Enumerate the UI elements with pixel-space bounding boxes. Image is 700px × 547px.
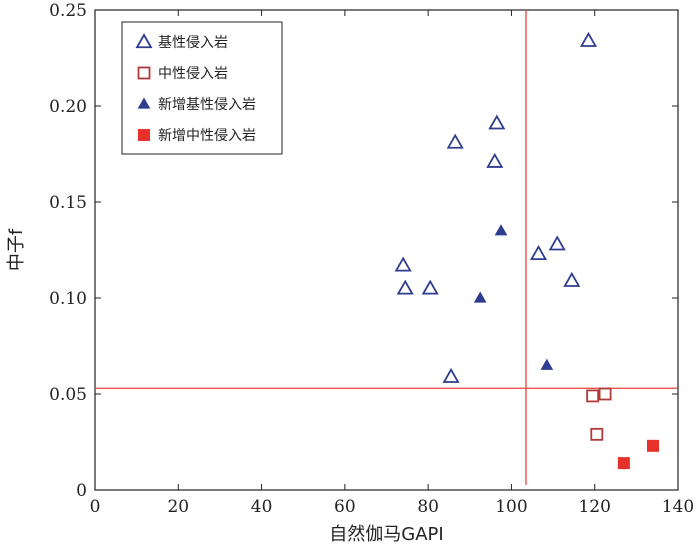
x-tick-label: 120 (578, 497, 610, 517)
plot-frame (94, 9, 679, 491)
y-tick-label: 0.20 (49, 97, 87, 117)
legend-marker (137, 97, 151, 109)
reference-lines (95, 10, 678, 485)
y-tick-label: 0.25 (49, 1, 87, 21)
x-tick-label: 140 (662, 497, 694, 517)
y-tick-label: 0 (76, 481, 87, 501)
data-points (394, 31, 660, 470)
series-1 (394, 31, 598, 383)
legend-marker (137, 66, 151, 80)
data-point (446, 133, 464, 149)
data-point (598, 387, 612, 401)
data-point (590, 427, 604, 441)
x-tick-label: 60 (334, 497, 356, 517)
plot-area (94, 9, 679, 491)
data-point (488, 114, 506, 130)
data-point (563, 271, 581, 287)
data-point (396, 279, 414, 295)
data-point (586, 389, 600, 403)
y-tick-label: 0.10 (49, 289, 87, 309)
series-3 (473, 224, 554, 370)
data-point (647, 439, 660, 452)
x-tick-label: 20 (167, 497, 189, 517)
data-point (473, 291, 487, 303)
series-2 (586, 387, 612, 441)
data-point (486, 152, 504, 168)
y-axis-title: 中子f (6, 228, 27, 271)
x-axis-ticks: 0 20 40 60 80 100 120 140 (90, 10, 694, 517)
legend-label: 新增中性侵入岩 (158, 127, 256, 144)
y-axis-ticks: 0 0.05 0.10 0.15 0.20 0.25 (49, 1, 678, 501)
data-point (494, 224, 508, 236)
y-tick-label: 0.15 (49, 193, 87, 213)
x-tick-label: 80 (417, 497, 439, 517)
data-point (394, 256, 412, 272)
legend-label: 基性侵入岩 (158, 34, 228, 51)
series-4 (617, 439, 660, 470)
data-point (548, 235, 566, 251)
legend-label: 中性侵入岩 (158, 65, 228, 82)
legend-marker (138, 129, 150, 141)
x-tick-label: 100 (495, 497, 527, 517)
data-point (540, 358, 554, 370)
data-point (421, 279, 439, 295)
x-tick-label: 40 (251, 497, 273, 517)
data-point (442, 367, 460, 383)
data-point (529, 245, 548, 260)
data-point (617, 457, 630, 470)
x-axis-title: 自然伽马GAPI (329, 524, 443, 545)
legend-label: 新增基性侵入岩 (158, 96, 256, 113)
legend-marker (135, 33, 153, 49)
y-tick-label: 0.05 (49, 385, 87, 405)
x-tick-label: 0 (90, 497, 101, 517)
data-point (579, 31, 598, 47)
